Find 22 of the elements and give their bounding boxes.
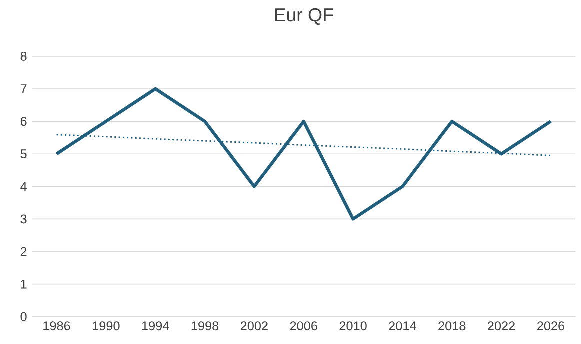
x-tick-label: 2014 [389, 322, 416, 331]
x-tick-label: 1994 [142, 322, 170, 331]
y-tick-label: 6 [20, 117, 27, 126]
y-tick-label: 0 [20, 312, 27, 322]
x-tick-label: 1998 [192, 322, 219, 331]
line-series [55, 88, 553, 222]
x-tick-label: 2026 [537, 322, 565, 331]
x-tick-label: 1990 [93, 322, 120, 331]
x-tick-label: 1986 [44, 322, 70, 331]
x-tick-label: 2006 [290, 322, 318, 331]
y-tick-label: 8 [20, 52, 27, 62]
y-tick-label: 5 [20, 150, 27, 159]
x-tick-label: 2010 [340, 322, 367, 331]
chart-title: Eur QF [275, 8, 334, 26]
x-tick-label: 2022 [488, 322, 516, 331]
y-tick-label: 4 [20, 182, 27, 192]
y-tick-label: 2 [20, 248, 27, 256]
y-tick-label: 7 [20, 84, 27, 94]
y-tick-label: 1 [21, 280, 27, 289]
y-tick-label: 3 [20, 214, 27, 224]
x-tick-label: 2002 [240, 322, 268, 331]
x-tick-label: 2018 [438, 322, 466, 331]
